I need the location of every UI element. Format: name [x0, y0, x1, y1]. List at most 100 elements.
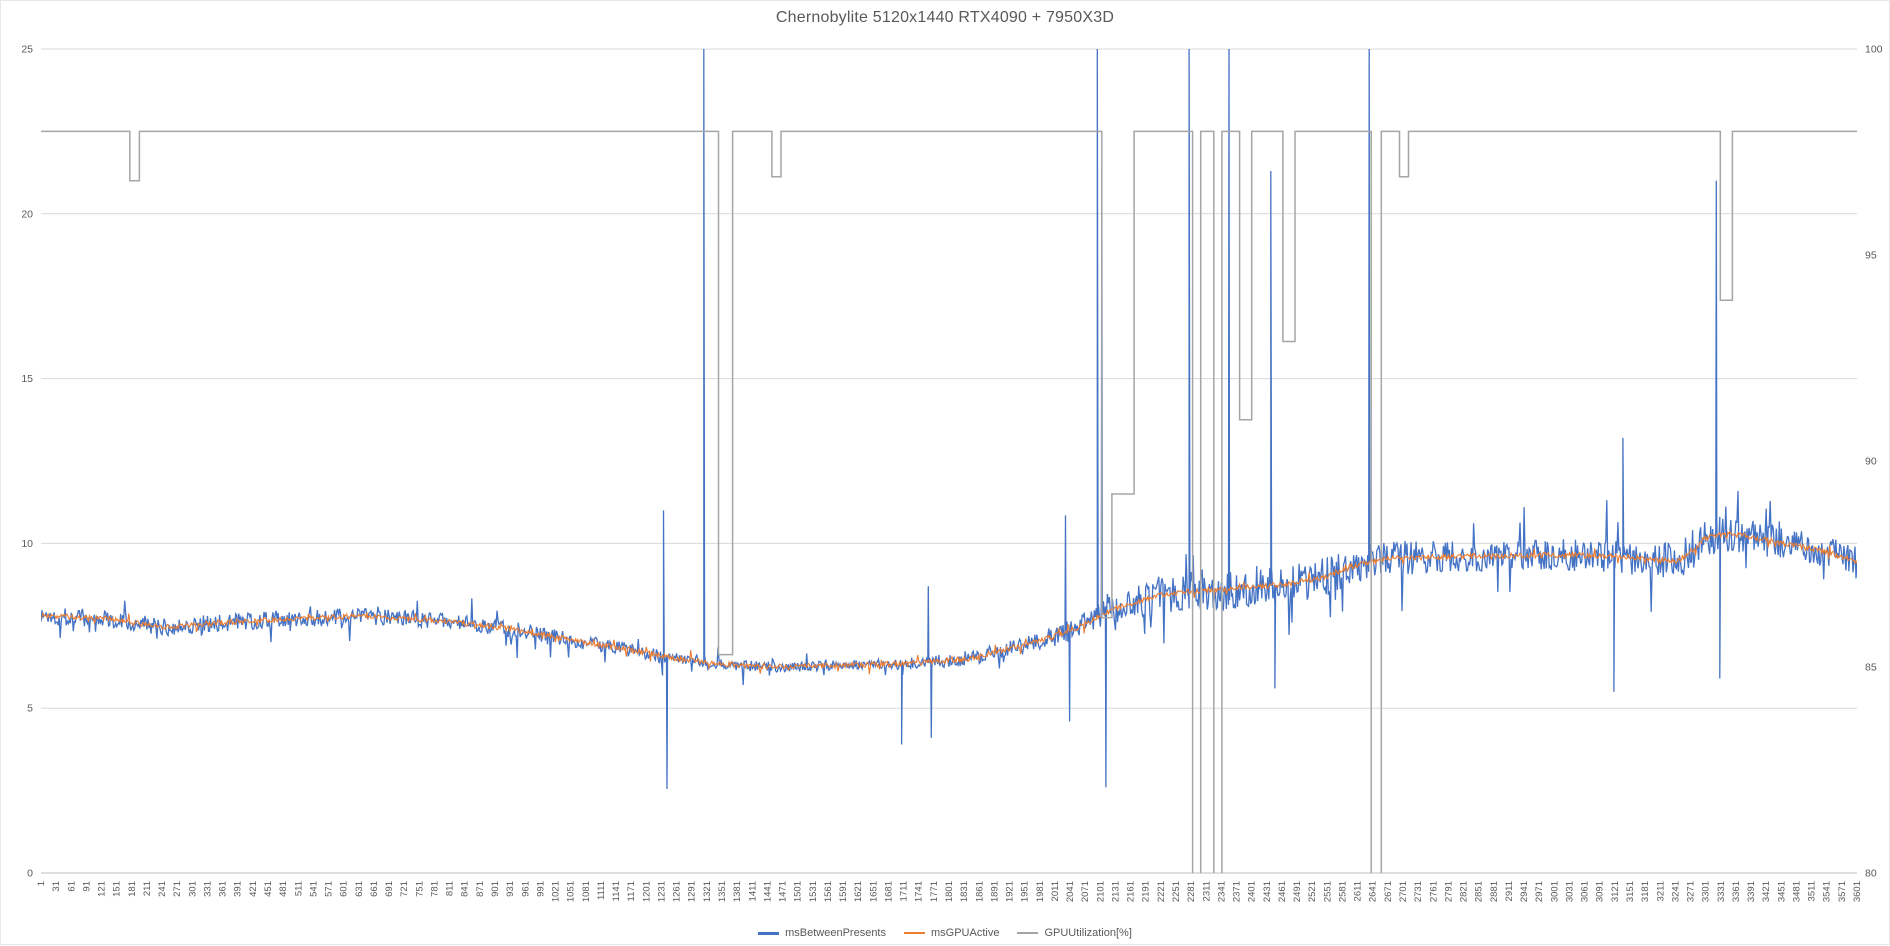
svg-text:1651: 1651 [868, 881, 879, 902]
svg-text:841: 841 [460, 881, 471, 897]
svg-text:631: 631 [354, 881, 365, 897]
svg-text:601: 601 [339, 881, 350, 897]
svg-text:1291: 1291 [687, 881, 698, 902]
svg-text:2191: 2191 [1141, 881, 1152, 902]
svg-text:2521: 2521 [1307, 881, 1318, 902]
svg-text:1141: 1141 [611, 881, 622, 901]
svg-text:2611: 2611 [1353, 881, 1364, 901]
svg-text:2551: 2551 [1322, 881, 1333, 902]
svg-text:3331: 3331 [1716, 881, 1727, 902]
legend-label: GPUUtilization[%] [1044, 927, 1132, 939]
legend-item-msgpuactive[interactable]: msGPUActive [904, 927, 999, 939]
svg-text:931: 931 [505, 881, 516, 897]
svg-text:331: 331 [203, 881, 214, 897]
svg-text:1741: 1741 [914, 881, 925, 902]
svg-text:1831: 1831 [959, 881, 970, 902]
svg-text:2341: 2341 [1216, 881, 1227, 902]
svg-text:2851: 2851 [1474, 881, 1485, 902]
svg-text:1441: 1441 [762, 881, 773, 902]
svg-text:2821: 2821 [1459, 881, 1470, 902]
svg-text:391: 391 [233, 881, 244, 897]
svg-text:1561: 1561 [823, 881, 834, 902]
svg-text:80: 80 [1865, 868, 1877, 880]
svg-text:95: 95 [1865, 250, 1877, 262]
svg-text:85: 85 [1865, 662, 1877, 674]
svg-text:361: 361 [218, 881, 229, 897]
svg-text:10: 10 [21, 538, 33, 550]
svg-text:961: 961 [520, 881, 531, 897]
svg-text:241: 241 [157, 881, 168, 897]
svg-text:751: 751 [414, 881, 425, 897]
svg-text:100: 100 [1865, 44, 1883, 56]
svg-text:3241: 3241 [1670, 881, 1681, 902]
svg-text:2131: 2131 [1111, 881, 1122, 902]
svg-text:211: 211 [142, 881, 153, 896]
svg-text:2671: 2671 [1383, 881, 1394, 902]
svg-text:2461: 2461 [1277, 881, 1288, 902]
svg-text:1621: 1621 [853, 881, 864, 902]
svg-text:2911: 2911 [1504, 881, 1515, 901]
svg-text:5: 5 [27, 703, 33, 715]
svg-text:91: 91 [81, 881, 92, 892]
svg-text:0: 0 [27, 868, 33, 880]
legend-item-msbetweenpresents[interactable]: msBetweenPresents [758, 927, 886, 939]
svg-text:1: 1 [36, 881, 47, 886]
svg-text:2281: 2281 [1186, 881, 1197, 902]
svg-text:181: 181 [127, 881, 138, 897]
svg-text:3211: 3211 [1655, 881, 1666, 901]
svg-text:2401: 2401 [1247, 881, 1258, 902]
svg-text:1471: 1471 [778, 881, 789, 902]
svg-text:1861: 1861 [974, 881, 985, 902]
svg-text:1891: 1891 [989, 881, 1000, 902]
svg-text:1771: 1771 [929, 881, 940, 902]
svg-text:541: 541 [308, 881, 319, 897]
svg-text:1591: 1591 [838, 881, 849, 902]
svg-text:1111: 1111 [596, 881, 607, 900]
svg-text:1681: 1681 [884, 881, 895, 902]
svg-text:1261: 1261 [672, 881, 683, 902]
svg-text:1201: 1201 [641, 881, 652, 902]
svg-text:3031: 3031 [1565, 881, 1576, 902]
svg-text:2221: 2221 [1156, 881, 1167, 902]
svg-text:3421: 3421 [1761, 881, 1772, 902]
chart-legend: msBetweenPresents msGPUActive GPUUtiliza… [1, 927, 1889, 939]
svg-text:2011: 2011 [1050, 881, 1061, 901]
svg-text:121: 121 [97, 881, 108, 897]
svg-text:3091: 3091 [1595, 881, 1606, 902]
svg-text:2041: 2041 [1065, 881, 1076, 902]
series-line-swatch [904, 932, 925, 934]
series-line-swatch [758, 931, 780, 935]
svg-text:1081: 1081 [581, 881, 592, 902]
svg-text:1231: 1231 [657, 881, 668, 902]
svg-text:991: 991 [535, 881, 546, 897]
svg-text:3391: 3391 [1746, 881, 1757, 902]
legend-item-gpuutilization[interactable]: GPUUtilization[%] [1017, 927, 1132, 939]
svg-text:481: 481 [278, 881, 289, 897]
svg-text:2371: 2371 [1232, 881, 1243, 902]
svg-text:31: 31 [51, 881, 62, 892]
series-line-swatch [1017, 932, 1039, 934]
svg-text:1171: 1171 [626, 881, 637, 901]
svg-text:721: 721 [399, 881, 410, 897]
svg-text:2251: 2251 [1171, 881, 1182, 902]
svg-text:3601: 3601 [1852, 881, 1863, 902]
svg-text:421: 421 [248, 881, 259, 897]
svg-text:1711: 1711 [899, 881, 910, 901]
svg-text:1381: 1381 [732, 881, 743, 902]
svg-text:3571: 3571 [1837, 881, 1848, 902]
svg-text:271: 271 [172, 881, 183, 897]
svg-text:1351: 1351 [717, 881, 728, 902]
svg-text:691: 691 [384, 881, 395, 897]
svg-text:1501: 1501 [793, 881, 804, 902]
svg-text:1021: 1021 [551, 881, 562, 902]
svg-text:61: 61 [66, 881, 77, 892]
svg-text:1921: 1921 [1005, 881, 1016, 902]
svg-text:3061: 3061 [1580, 881, 1591, 902]
svg-text:20: 20 [21, 208, 33, 220]
svg-text:3271: 3271 [1686, 881, 1697, 902]
svg-text:15: 15 [21, 373, 33, 385]
svg-text:2071: 2071 [1080, 881, 1091, 902]
svg-text:2971: 2971 [1534, 881, 1545, 902]
